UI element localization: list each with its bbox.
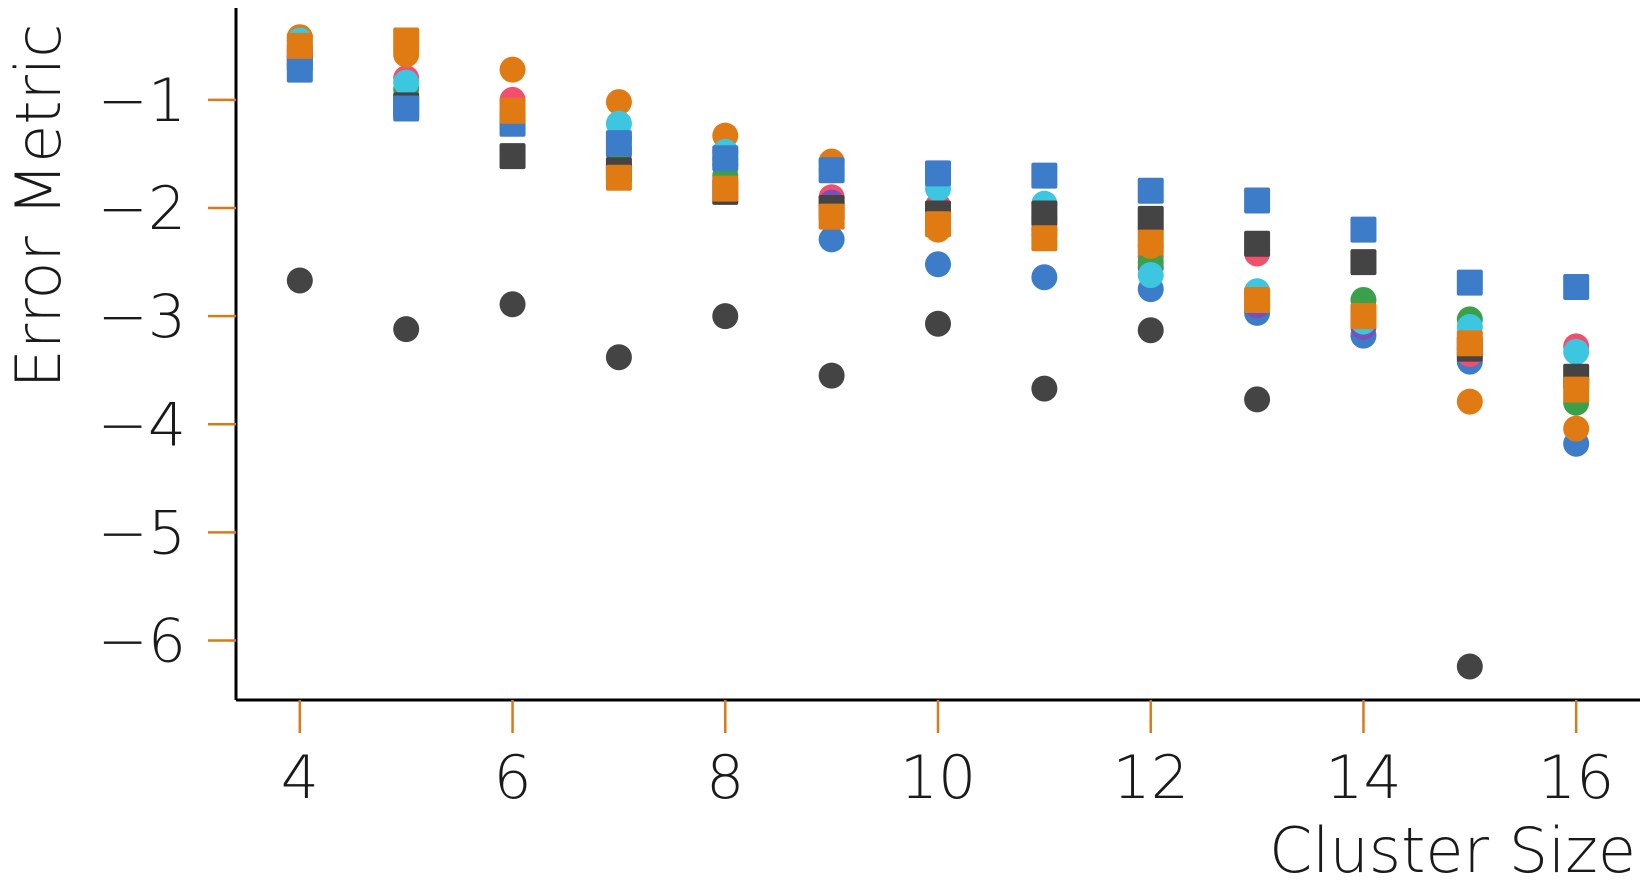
- data-point-square: [499, 143, 526, 170]
- data-point-square: [605, 164, 632, 191]
- data-point-square: [1031, 225, 1058, 252]
- data-point-square: [1350, 303, 1377, 330]
- data-point-square: [1563, 376, 1590, 403]
- data-point-circle: [499, 291, 526, 318]
- data-point-square: [1563, 273, 1590, 300]
- data-point-circle: [1563, 415, 1590, 442]
- x-tick-label: 6: [493, 743, 531, 813]
- x-tick-label: 12: [1113, 743, 1189, 813]
- y-tick-label: −1: [98, 66, 186, 136]
- data-point-square: [499, 97, 526, 124]
- data-point-square: [1456, 269, 1483, 296]
- y-axis-label: Error Metric: [2, 24, 75, 389]
- x-axis-ticks: 4 6 8 10 12 14 16: [281, 700, 1614, 813]
- data-point-circle: [605, 344, 632, 371]
- data-point-circle: [818, 362, 845, 389]
- y-tick-label: −2: [98, 174, 186, 244]
- data-points: [286, 24, 1590, 680]
- data-point-square: [818, 157, 845, 184]
- data-point-square: [712, 175, 739, 202]
- data-point-square: [712, 145, 739, 172]
- data-point-square: [1137, 177, 1164, 204]
- data-point-circle: [1137, 317, 1164, 344]
- data-point-square: [1137, 205, 1164, 232]
- y-tick-label: −6: [98, 607, 186, 677]
- data-point-circle: [1456, 653, 1483, 680]
- data-point-square: [1350, 249, 1377, 276]
- data-point-square: [1244, 286, 1271, 313]
- y-tick-label: −4: [98, 390, 186, 460]
- data-point-square: [1456, 330, 1483, 357]
- data-point-square: [286, 56, 313, 83]
- y-tick-label: −3: [98, 282, 186, 352]
- data-point-circle: [1456, 388, 1483, 415]
- data-point-square: [925, 160, 951, 187]
- data-point-circle: [393, 69, 420, 96]
- x-axis-label: Cluster Size: [1269, 814, 1636, 881]
- data-point-square: [818, 203, 845, 230]
- data-point-circle: [286, 267, 313, 294]
- x-tick-label: 14: [1325, 743, 1401, 813]
- data-point-circle: [925, 310, 951, 337]
- data-point-square: [1244, 230, 1271, 257]
- data-point-square: [393, 95, 420, 122]
- data-point-square: [286, 32, 313, 59]
- data-point-square: [1350, 216, 1377, 243]
- data-point-square: [1137, 229, 1164, 256]
- data-point-circle: [1563, 338, 1590, 365]
- data-point-circle: [1031, 375, 1058, 402]
- x-tick-label: 4: [281, 743, 319, 813]
- data-point-square: [1031, 162, 1058, 189]
- data-point-circle: [925, 251, 951, 278]
- data-point-circle: [393, 316, 420, 343]
- data-point-circle: [712, 303, 739, 330]
- data-point-circle: [1244, 386, 1271, 413]
- data-point-square: [605, 130, 632, 157]
- y-axis-ticks: −1 −2 −3 −4 −5 −6: [98, 66, 236, 677]
- data-point-circle: [818, 226, 845, 253]
- data-point-circle: [1031, 264, 1058, 291]
- x-tick-label: 10: [900, 743, 976, 813]
- data-point-circle: [1137, 262, 1164, 289]
- y-tick-label: −5: [98, 498, 186, 568]
- data-point-circle: [605, 89, 632, 116]
- data-point-square: [1031, 200, 1058, 227]
- data-point-circle: [499, 56, 526, 83]
- data-point-square: [925, 211, 951, 238]
- data-point-square: [393, 27, 420, 54]
- data-point-square: [1244, 187, 1271, 214]
- x-tick-label: 16: [1538, 743, 1614, 813]
- x-tick-label: 8: [706, 743, 744, 813]
